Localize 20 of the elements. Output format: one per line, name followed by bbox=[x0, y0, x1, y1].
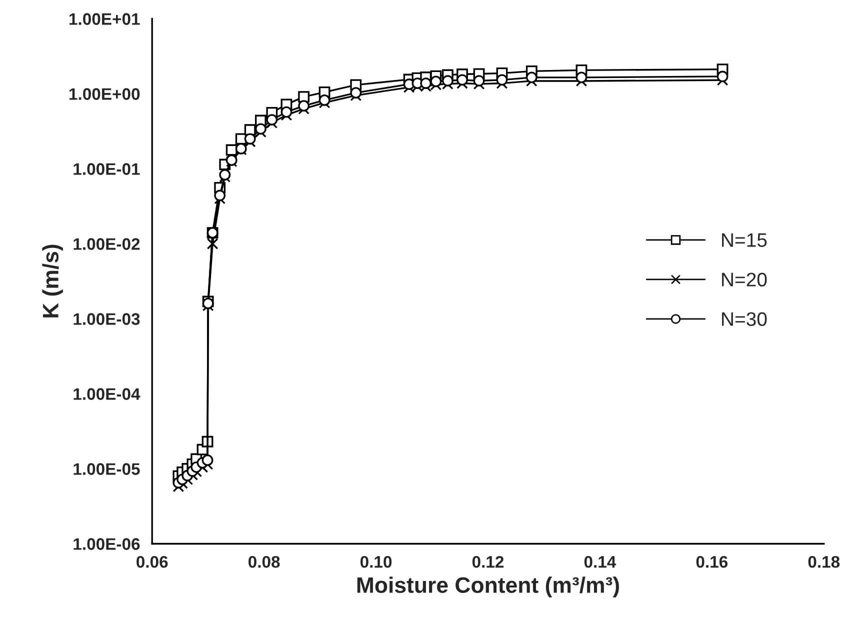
y-tick-label: 1.00E+01 bbox=[70, 13, 140, 25]
y-tick-label: 1.00E-03 bbox=[74, 313, 140, 325]
legend-label: N=30 bbox=[722, 312, 767, 326]
x-tick-label: 0.08 bbox=[248, 556, 280, 568]
y-tick-label: 1.00E-05 bbox=[74, 463, 140, 475]
x-axis-title: Moisture Content (m³/m³) bbox=[357, 576, 619, 598]
legend-label: N=15 bbox=[722, 233, 767, 247]
y-tick-label: 1.00E-02 bbox=[74, 238, 140, 250]
y-tick-label: 1.00E+00 bbox=[70, 88, 140, 100]
x-tick-label: 0.10 bbox=[360, 556, 392, 568]
x-tick-label: 0.16 bbox=[696, 556, 728, 568]
y-tick-label: 1.00E-06 bbox=[74, 538, 140, 550]
legend-label: N=20 bbox=[722, 272, 767, 286]
y-axis-title: K (m/s) bbox=[42, 244, 63, 318]
x-tick-label: 0.06 bbox=[136, 556, 168, 568]
y-tick-label: 1.00E-04 bbox=[74, 388, 140, 400]
x-tick-label: 0.12 bbox=[472, 556, 504, 568]
y-tick-label: 1.00E-01 bbox=[74, 163, 140, 175]
x-tick-label: 0.18 bbox=[808, 556, 840, 568]
x-tick-label: 0.14 bbox=[584, 556, 616, 568]
